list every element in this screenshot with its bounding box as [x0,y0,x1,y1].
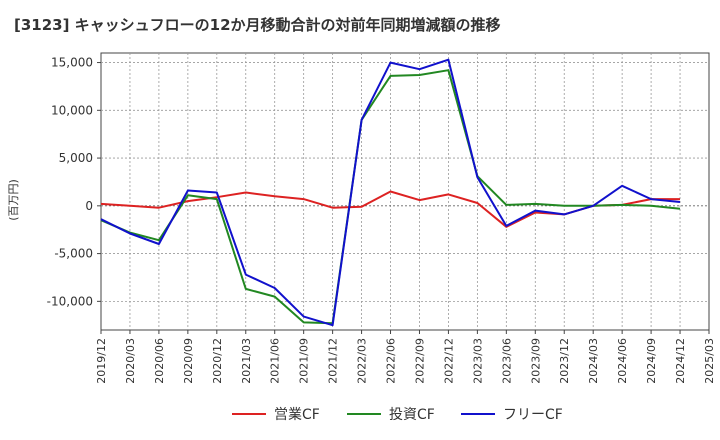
x-tick-label: 2023/09 [529,338,542,384]
x-tick-label: 2024/09 [645,338,658,384]
legend-label: フリーCF [503,407,563,423]
x-tick-label: 2024/06 [616,338,629,384]
legend: 営業CF 投資CF フリーCF [232,407,563,423]
y-tick-label: -5,000 [54,247,93,261]
x-tick-label: 2021/12 [327,338,340,384]
x-tick-label: 2023/12 [558,338,571,384]
y-tick-label: 0 [85,199,93,213]
x-tick-label: 2022/03 [356,338,369,384]
legend-label: 投資CF [389,407,435,423]
chart-title: [3123] キャッシュフローの12か月移動合計の対前年同期増減額の推移 [14,16,501,34]
x-tick-label: 2022/09 [413,338,426,384]
y-tick-label: 5,000 [59,151,93,165]
x-tick-label: 2024/12 [674,338,687,384]
y-axis-label: (百万円) [7,179,20,221]
x-tick-label: 2019/12 [95,338,108,384]
x-tick-label: 2022/12 [442,338,455,384]
x-tick-label: 2020/03 [124,338,137,384]
y-tick-label: -10,000 [47,294,93,308]
x-tick-label: 2020/06 [153,338,166,384]
series-layer [100,58,681,327]
x-tick-label: 2023/06 [500,338,513,384]
legend-label: 営業CF [274,407,320,423]
axis-layer: 2019/12 2020/03 2020/06 2020/09 2020/12 2021/… [47,56,716,384]
x-tick-label: 2021/03 [240,338,253,384]
x-tick-label: 2021/06 [269,338,282,384]
x-tick-label: 2021/09 [298,338,311,384]
x-tick-label: 2023/03 [471,338,484,384]
series-line-投資CF [100,69,681,325]
x-tick-label: 2020/09 [182,338,195,384]
x-tick-label: 2022/06 [385,338,398,384]
x-tick-label: 2020/12 [211,338,224,384]
series-line-フリーCF [100,58,681,327]
y-tick-label: 15,000 [51,56,93,70]
y-tick-label: 10,000 [51,103,93,117]
x-tick-label: 2025/03 [703,338,716,384]
x-tick-label: 2024/03 [587,338,600,384]
